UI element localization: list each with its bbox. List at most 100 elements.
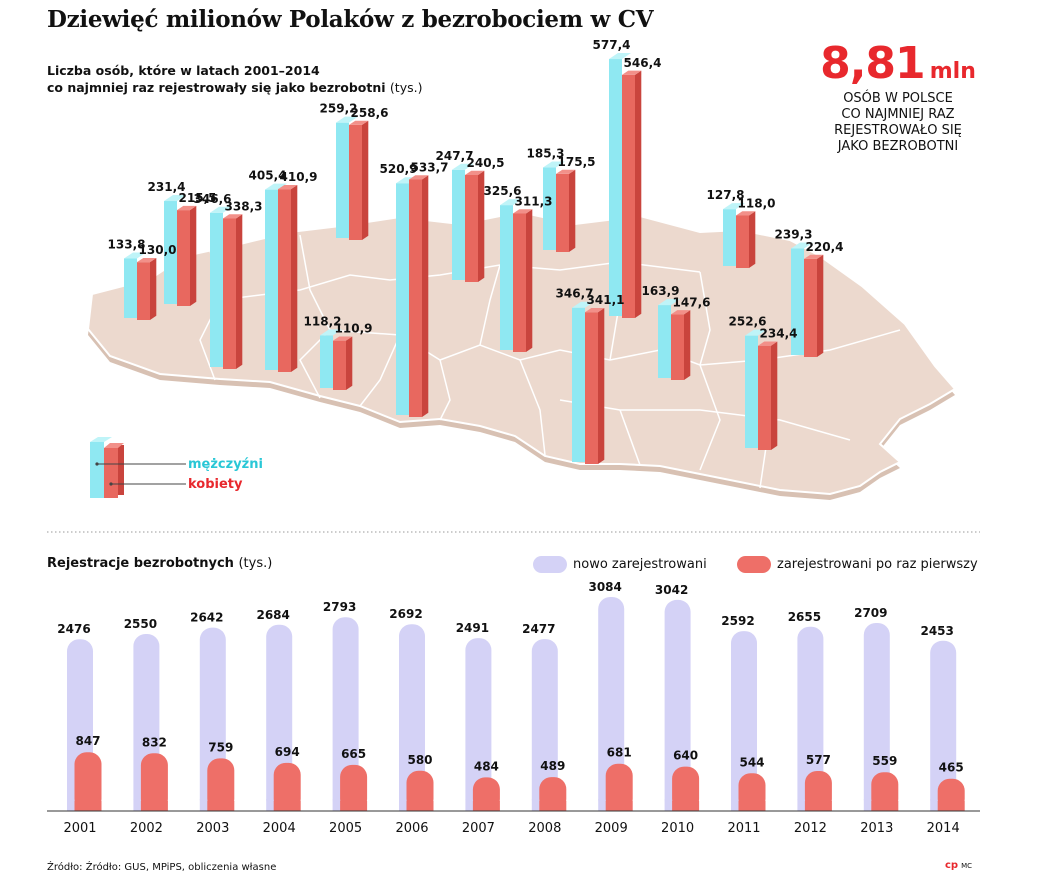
men-bar: [500, 205, 513, 350]
women-bar-top: [223, 214, 243, 219]
women-bar-top: [804, 254, 824, 259]
first-registrations-label: 640: [673, 749, 698, 763]
men-value-label: 247,7: [436, 149, 474, 163]
first-registrations-label: 489: [540, 759, 565, 773]
new-registrations-bar: [797, 626, 824, 811]
women-bar: [409, 179, 422, 417]
women-value-label: 234,4: [760, 327, 798, 341]
men-value-label: 252,6: [729, 315, 767, 329]
new-registrations-label: 2692: [389, 607, 422, 621]
total-value: 8,81: [820, 38, 926, 89]
men-bar-top: [320, 329, 342, 336]
women-bar-top: [585, 308, 605, 313]
first-registrations-label: 847: [75, 734, 100, 748]
men-value-label: 325,6: [484, 184, 522, 198]
women-bar: [513, 213, 526, 352]
first-registrations-bar-base: [273, 801, 301, 811]
first-registrations-label: 544: [739, 755, 764, 769]
women-bar-side: [236, 214, 243, 369]
men-bar: [609, 59, 622, 316]
women-bar-top: [333, 336, 353, 341]
new-registrations-bar: [531, 639, 558, 811]
legend-men-swatch-top: [90, 437, 112, 442]
region-border: [439, 359, 451, 421]
men-bar: [396, 183, 409, 415]
women-bar-side: [598, 308, 605, 464]
women-value-label: 341,1: [587, 293, 625, 307]
new-registrations-label: 2453: [920, 624, 953, 638]
year-tick-label: 2013: [860, 821, 893, 836]
women-value-label: 147,6: [673, 295, 711, 309]
women-value-label: 175,5: [558, 155, 596, 169]
first-registrations-bar-base: [539, 801, 567, 811]
page-title: Dziewięć milionów Polaków z bezrobociem …: [47, 6, 654, 33]
first-registrations-bar-base: [472, 801, 500, 811]
women-bar-side: [362, 120, 369, 240]
map-subtitle-line2: co najmniej raz rejestrowały się jako be…: [47, 80, 386, 95]
new-registrations-label: 2491: [456, 621, 489, 635]
legend-new: nowo zarejestrowani: [533, 556, 707, 573]
legend-first-swatch: [737, 556, 771, 573]
new-registrations-bar: [598, 597, 625, 811]
logo-text: cp: [945, 860, 959, 871]
year-tick-label: 2003: [196, 821, 229, 836]
first-registrations-bar-base: [804, 801, 832, 811]
women-bar-top: [409, 175, 429, 180]
men-bar: [124, 258, 137, 318]
first-registrations-bar: [672, 766, 700, 811]
women-bar-side: [150, 257, 157, 320]
women-bar-side: [422, 175, 429, 417]
men-bar: [572, 307, 585, 462]
women-bar: [465, 174, 478, 282]
men-value-label: 520,9: [380, 162, 418, 176]
women-bar-side: [684, 310, 691, 380]
first-registrations-bar-base: [672, 801, 700, 811]
men-bar-top: [336, 116, 358, 123]
first-registrations-bar-base: [871, 801, 899, 811]
region-border: [219, 261, 701, 301]
women-bar: [137, 262, 150, 320]
new-registrations-label: 3042: [655, 583, 688, 597]
men-bar-top: [791, 242, 813, 249]
new-registrations-label: 2477: [522, 622, 555, 636]
first-registrations-bar: [340, 764, 368, 811]
women-bar-top: [513, 209, 533, 214]
men-bar: [658, 305, 671, 378]
men-bar: [452, 169, 465, 280]
poland-map: [86, 210, 957, 500]
men-bar-top: [543, 161, 565, 168]
men-value-label: 346,7: [556, 287, 594, 301]
region-border: [619, 409, 641, 466]
legend-men-leader-dot: [95, 462, 99, 466]
men-value-label: 118,2: [304, 314, 342, 328]
women-bar-side: [817, 254, 824, 357]
men-value-label: 133,8: [108, 237, 146, 251]
men-bar-top: [452, 163, 474, 170]
first-registrations-bar: [605, 763, 633, 811]
new-registrations-label: 2655: [788, 610, 821, 624]
legend-women-label: kobiety: [188, 477, 243, 492]
first-registrations-bar: [406, 770, 434, 811]
women-bar-side: [291, 184, 298, 372]
year-tick-label: 2006: [395, 821, 428, 836]
women-bar-side: [346, 336, 353, 390]
first-registrations-bar-base: [340, 801, 368, 811]
year-tick-label: 2009: [595, 821, 628, 836]
first-registrations-label: 665: [341, 747, 366, 761]
first-registrations-bar-base: [605, 801, 633, 811]
women-bar-side: [526, 209, 533, 352]
new-registrations-label: 2793: [323, 600, 356, 614]
men-bar-top: [745, 329, 767, 336]
men-bar-top: [572, 301, 594, 308]
total-desc-line1: OSÓB W POLSCE: [843, 91, 953, 106]
new-registrations-label: 2550: [124, 617, 157, 631]
women-bar-top: [556, 169, 576, 174]
men-bar-top: [658, 299, 680, 306]
women-bar-side: [478, 170, 485, 282]
year-tick-label: 2007: [462, 821, 495, 836]
first-registrations-label: 580: [407, 753, 432, 767]
legend-men-label: mężczyźni: [188, 457, 263, 472]
women-bar: [278, 189, 291, 372]
